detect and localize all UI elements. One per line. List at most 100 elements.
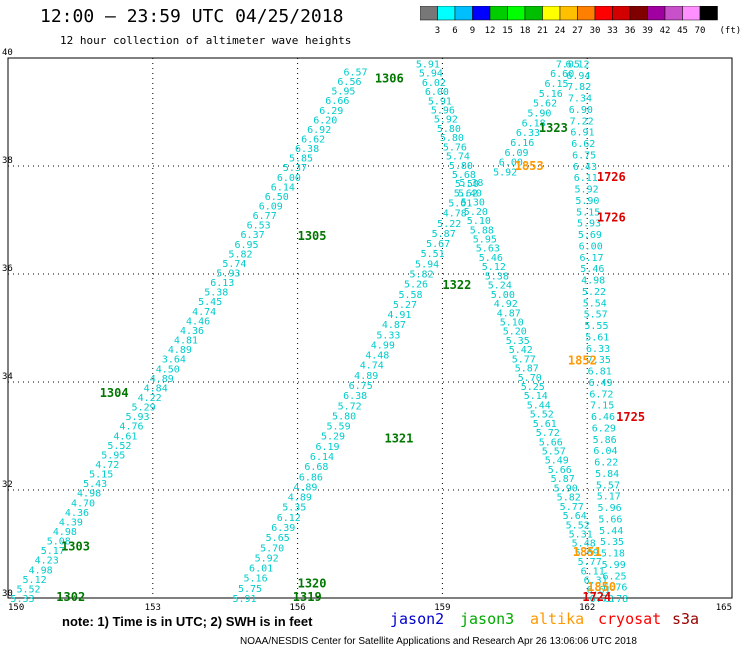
- wave-height-value: 4.98: [53, 527, 77, 538]
- wave-height-value: 6.62: [571, 139, 595, 150]
- wave-height-value: 5.90: [554, 483, 578, 494]
- mission-s3a: s3a: [672, 610, 700, 628]
- wave-height-value: 5.38: [204, 288, 228, 299]
- wave-height-value: 4.39: [59, 517, 83, 528]
- mission-cryosat: cryosat: [598, 610, 662, 628]
- legend-label: 36: [625, 26, 636, 36]
- wave-height-value: 6.56: [337, 77, 361, 88]
- wave-height-value: 5.94: [419, 69, 443, 80]
- wave-height-value: 5.82: [228, 249, 252, 260]
- wave-height-value: 6.31: [584, 576, 608, 587]
- wave-height-value: 5.29: [321, 432, 345, 443]
- wave-height-value: 5.29: [132, 403, 156, 414]
- wave-height-value: 6.61: [587, 585, 611, 596]
- wave-height-value: 5.92: [255, 553, 279, 564]
- wave-height-value: 5.12: [482, 262, 506, 273]
- x-tick-label: 156: [289, 603, 305, 613]
- wave-height-value: 5.31: [569, 529, 593, 540]
- wave-height-value: 5.76: [443, 142, 467, 153]
- wave-height-value: 4.89: [150, 374, 174, 385]
- wave-height-value: 7.15: [590, 401, 614, 412]
- wave-height-value: 5.51: [421, 249, 445, 260]
- wave-height-value: 6.19: [315, 442, 339, 453]
- wave-height-value: 6.77: [253, 211, 277, 222]
- wave-height-value: 5.87: [515, 364, 539, 375]
- wave-height-value: 6.94: [566, 71, 590, 82]
- wave-height-value: 5.96: [431, 105, 455, 116]
- wave-height-value: 5.93: [577, 219, 601, 230]
- wave-height-value: 5.44: [527, 400, 551, 411]
- wave-height-value: 6.46: [591, 412, 615, 423]
- wave-height-value: 5.30: [461, 198, 485, 209]
- x-tick-label: 150: [8, 603, 24, 613]
- legend-label: 6: [452, 26, 457, 36]
- wave-height-value: 6.95: [234, 240, 258, 251]
- wave-height-value: 5.44: [599, 526, 623, 537]
- wave-height-value: 5.62: [533, 99, 557, 110]
- wave-height-value: 5.57: [596, 480, 620, 491]
- wave-height-value: 6.25: [602, 571, 626, 582]
- wave-height-value: 5.94: [415, 259, 439, 270]
- pass-label: 1850: [587, 580, 616, 594]
- wave-height-value: 5.57: [542, 447, 566, 458]
- wave-height-value: 6.78: [604, 594, 628, 605]
- wave-height-value: 4.78: [443, 209, 467, 220]
- wave-height-value: 5.72: [338, 401, 362, 412]
- wave-height-value: 4.23: [35, 556, 59, 567]
- chart-subtitle: 12 hour collection of altimeter wave hei…: [60, 34, 352, 47]
- pass-label: 1319: [293, 590, 322, 604]
- wave-height-value: 5.46: [580, 264, 604, 275]
- legend-label: 18: [520, 26, 531, 36]
- y-tick-label: 30: [2, 589, 13, 599]
- wave-height-value: 6.72: [589, 389, 613, 400]
- wave-height-value: 4.70: [71, 498, 95, 509]
- wave-height-value: 5.22: [582, 287, 606, 298]
- wave-height-value: 5.27: [393, 300, 417, 311]
- wave-height-value: 7.82: [567, 82, 591, 93]
- wave-height-value: 6.12: [277, 513, 301, 524]
- wave-height-value: 5.17: [597, 492, 621, 503]
- wave-height-value: 6.92: [307, 125, 331, 136]
- wave-height-value: 5.77: [512, 354, 536, 365]
- wave-height-value: 5.65: [266, 533, 290, 544]
- wave-height-value: 4.91: [387, 310, 411, 321]
- chart-title: 12:00 — 23:59 UTC 04/25/2018: [40, 6, 344, 27]
- wave-height-value: 6.49: [589, 378, 613, 389]
- wave-height-value: 5.80: [449, 161, 473, 172]
- wave-height-value: 6.29: [592, 423, 616, 434]
- wave-height-value: 5.15: [576, 207, 600, 218]
- wave-height-value: 5.91: [428, 96, 452, 107]
- wave-height-value: 6.02: [422, 78, 446, 89]
- wave-height-value: 5.52: [566, 520, 590, 531]
- wave-height-value: 6.39: [271, 523, 295, 534]
- wave-height-value: 5.87: [551, 474, 575, 485]
- wave-height-value: 5.90: [575, 196, 599, 207]
- wave-height-value: 5.74: [446, 152, 470, 163]
- wave-height-value: 5.40: [458, 188, 482, 199]
- wave-height-value: 6.13: [210, 278, 234, 289]
- wave-height-value: 5.66: [539, 437, 563, 448]
- wave-height-value: 4.22: [138, 393, 162, 404]
- wave-height-value: 5.66: [598, 514, 622, 525]
- wave-height-value: 4.74: [192, 307, 216, 318]
- wave-height-value: 5.62: [454, 188, 478, 199]
- pass-label: 1306: [375, 72, 404, 86]
- wave-height-value: 5.18: [601, 549, 625, 560]
- wave-height-value: 5.99: [602, 560, 626, 571]
- wave-height-value: 6.20: [313, 115, 337, 126]
- wave-height-value: 3.64: [162, 355, 186, 366]
- wave-height-value: 5.69: [575, 548, 599, 559]
- wave-height-value: 5.45: [198, 297, 222, 308]
- wave-height-value: 5.80: [440, 133, 464, 144]
- wave-height-value: 5.10: [500, 317, 524, 328]
- wave-height-value: 6.43: [573, 162, 597, 173]
- wave-height-value: 5.67: [426, 239, 450, 250]
- pass-label: 1305: [298, 229, 327, 243]
- legend-unit: (ft): [720, 26, 740, 36]
- wave-height-value: 5.17: [41, 546, 65, 557]
- wave-height-value: 6.68: [304, 462, 328, 473]
- wave-height-value: 5.25: [521, 382, 545, 393]
- wave-height-value: 6.38: [343, 391, 367, 402]
- pass-label: 1851: [573, 545, 602, 559]
